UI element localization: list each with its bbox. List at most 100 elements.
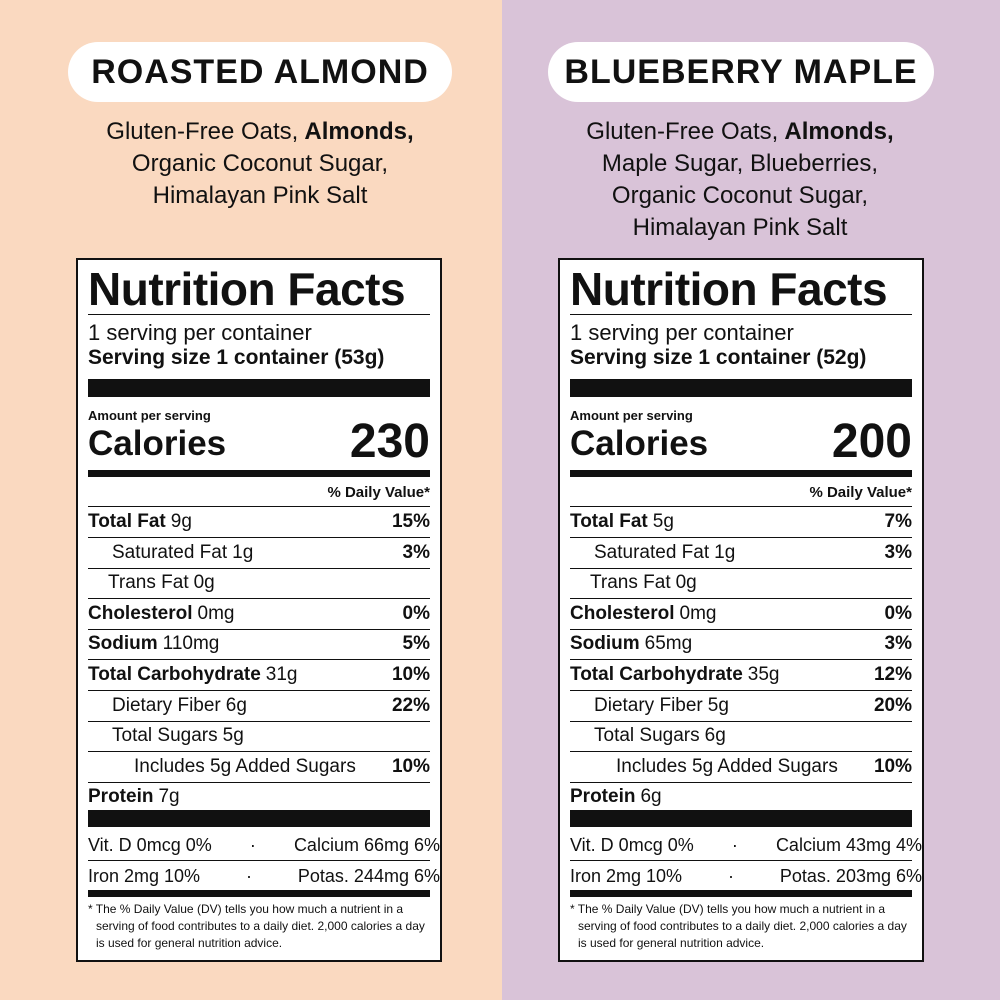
panel: ROASTED ALMOND Gluten-Free Oats, Almonds, O… [0, 0, 502, 1000]
nutrient-row: Total Sugars 6g [570, 721, 912, 753]
rule [570, 860, 912, 861]
nutrient-name: Sodium [88, 633, 158, 655]
micro-row: Iron 2mg 10% · Potas. 244mg 6% [88, 861, 440, 891]
nutrient-row: Protein 7g [88, 782, 430, 812]
ingredient-line: Gluten-Free Oats, Almonds, [40, 116, 480, 148]
nutrient-dv: 10% [873, 755, 912, 777]
nutrient-amount: 65mg [644, 633, 693, 655]
nutrient-name: Total Carbohydrate [88, 664, 261, 685]
nutrient-dv: 0% [884, 602, 912, 624]
nutrient-dv: 7% [884, 511, 912, 532]
nutrient-dv: 5% [402, 633, 430, 655]
micro-item: Calcium 66mg 6% [293, 834, 440, 855]
thick-bar [88, 890, 430, 897]
nutrient-amount: 7g [158, 786, 180, 808]
micro-item: Iron 2mg 10% [88, 865, 201, 886]
footnote: * The % Daily Value (DV) tells you how m… [570, 902, 907, 950]
nutrient-name: Total Fat [570, 511, 648, 532]
nutrient-row: Sodium 65mg 3% [570, 629, 912, 661]
nutrient-amount: 9g [170, 511, 192, 532]
nutrient-name: Dietary Fiber [594, 694, 703, 716]
serving-size: Serving size 1 container (53g) [88, 346, 385, 369]
nutrient-dv: 22% [391, 694, 430, 716]
nutrient-name: Dietary Fiber [112, 694, 221, 716]
rule [88, 860, 430, 861]
dv-header: % Daily Value* [327, 484, 430, 501]
rule [88, 314, 430, 315]
nutrient-amount: 6g [225, 694, 247, 716]
nutrient-row: Total Fat 5g 7% [570, 507, 912, 538]
separator: · [731, 834, 738, 855]
servings: 1 serving per container [88, 320, 312, 345]
calories-value: 200 [831, 415, 912, 468]
nutrient-row: Total Fat 9g 15% [88, 507, 430, 538]
nutrient-row: Includes 5g Added Sugars 10% [570, 752, 912, 783]
rule [88, 506, 430, 507]
label-heading: Nutrition Facts [570, 263, 888, 315]
nutrient-dv: 10% [391, 664, 430, 685]
nutrient-row: Trans Fat 0g [88, 568, 430, 600]
nutrient-name: Includes 5g Added Sugars [134, 755, 356, 777]
ingredient-line: Himalayan Pink Salt [632, 214, 848, 241]
nutrient-row: Saturated Fat 1g 3% [88, 538, 430, 569]
ingredient-highlight: Almonds, [304, 118, 414, 145]
nutrient-row: Cholesterol 0mg 0% [88, 599, 430, 630]
thick-bar [570, 890, 912, 897]
nutrient-row: Cholesterol 0mg 0% [570, 599, 912, 630]
amount-per-serving: Amount per serving [570, 408, 693, 423]
nutrient-amount: 6g [704, 725, 726, 747]
separator: · [727, 865, 734, 886]
nutrient-amount: 5g [707, 694, 729, 716]
rule [570, 506, 912, 507]
ingredients: Gluten-Free Oats, Almonds, Organic Coconut… [40, 116, 480, 212]
nutrient-dv: 15% [391, 511, 430, 532]
ingredients: Gluten-Free Oats, Almonds, Maple Sugar, Bl… [520, 116, 960, 244]
micro-row: Vit. D 0mcg 0% · Calcium 66mg 6% [88, 830, 440, 860]
nutrient-name: Total Fat [88, 511, 166, 532]
nutrient-amount: 5g [222, 725, 244, 747]
nutrient-dv: 3% [402, 541, 430, 563]
ingredient-line: Maple Sugar, Blueberries, [601, 150, 879, 177]
thick-bar [88, 379, 430, 397]
ingredient-line: Organic Coconut Sugar, [131, 150, 389, 177]
separator: · [249, 834, 256, 855]
calories-label: Calories [570, 424, 709, 463]
servings: 1 serving per container [570, 320, 794, 345]
nutrient-amount: 0mg [197, 602, 235, 624]
thick-bar [570, 470, 912, 477]
nutrient-name: Includes 5g Added Sugars [616, 755, 838, 777]
nutrient-name: Trans Fat [108, 572, 189, 594]
micro-item: Iron 2mg 10% [570, 865, 683, 886]
nutrient-row: Protein 6g [570, 782, 912, 812]
micro-item: Vit. D 0mcg 0% [570, 834, 694, 855]
panel: BLUEBERRY MAPLE Gluten-Free Oats, Almonds,… [502, 0, 1000, 1000]
nutrient-row: Dietary Fiber 6g 22% [88, 691, 430, 722]
nutrient-name: Saturated Fat [594, 541, 710, 563]
nutrient-row: Total Sugars 5g [88, 721, 430, 753]
ingredient-highlight: Almonds, [784, 118, 894, 145]
amount-per-serving: Amount per serving [88, 408, 211, 423]
micro-row: Vit. D 0mcg 0% · Calcium 43mg 4% [570, 830, 922, 860]
thick-bar [88, 810, 430, 827]
nutrition-label: Nutrition Facts 1 serving per container Se… [76, 258, 442, 962]
nutrient-name: Total Sugars [112, 725, 218, 747]
nutrient-dv: 0% [402, 602, 430, 624]
nutrient-row: Dietary Fiber 5g 20% [570, 691, 912, 722]
ingredient-line: Organic Coconut Sugar, [611, 182, 869, 209]
nutrient-name: Total Sugars [594, 725, 700, 747]
nutrient-name: Protein [88, 786, 154, 808]
thick-bar [570, 379, 912, 397]
nutrient-row: Trans Fat 0g [570, 568, 912, 600]
micro-item: Potas. 244mg 6% [297, 865, 440, 886]
nutrition-label: Nutrition Facts 1 serving per container Se… [558, 258, 924, 962]
nutrient-name: Total Carbohydrate [570, 664, 743, 685]
rule [570, 314, 912, 315]
nutrient-amount: 35g [747, 664, 780, 685]
nutrient-row: Total Carbohydrate 31g 10% [88, 660, 430, 691]
micro-item: Calcium 43mg 4% [775, 834, 922, 855]
nutrient-dv: 3% [884, 541, 912, 563]
title-pill: ROASTED ALMOND [68, 42, 452, 102]
serving-size: Serving size 1 container (52g) [570, 346, 867, 369]
nutrient-name: Cholesterol [570, 602, 675, 624]
micro-item: Potas. 203mg 6% [779, 865, 922, 886]
